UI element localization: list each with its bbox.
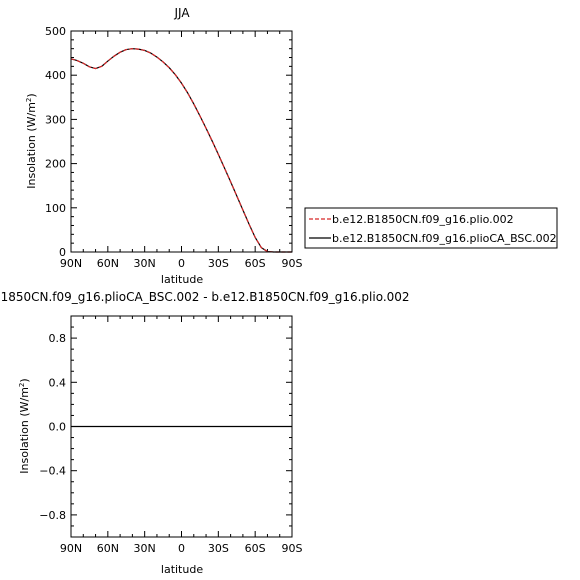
top-chart-frame (70, 30, 293, 253)
top-chart-title: JJA (173, 6, 190, 20)
bottom-ytick-label: 0.4 (49, 376, 67, 389)
top-xtick-label: 60S (245, 257, 266, 270)
bottom-xtick-label: 90S (282, 542, 303, 555)
top-xtick-label: 0 (178, 257, 185, 270)
bottom-chart-ylabel-main: Insolation (W/m (18, 387, 31, 474)
top-chart: JJA 90N 60N 30N 0 30S 60S 90S0100200300400500 … (25, 6, 303, 286)
bottom-chart-ylabel: Insolation (W/m2) (18, 378, 31, 473)
bottom-chart-title: b.e12.B1850CN.f09_g16.plioCA_BSC.002 - b… (0, 290, 410, 304)
bottom-xtick-label: 30S (208, 542, 229, 555)
bottom-ytick-label: −0.8 (39, 509, 66, 522)
top-ytick-label: 100 (45, 202, 66, 215)
top-xtick-label: 30N (134, 257, 156, 270)
top-ytick-label: 300 (45, 113, 66, 126)
top-chart-ticks: 90N 60N 30N 0 30S 60S 90S 0 100 200 300 400 500 (45, 25, 303, 270)
bottom-xtick-label: 30N (134, 542, 156, 555)
top-chart-ylabel-sup: 2 (25, 98, 33, 102)
bottom-ytick-label: 0.8 (49, 332, 67, 345)
bottom-chart: b.e12.B1850CN.f09_g16.plioCA_BSC.002 - b… (0, 290, 410, 576)
legend: b.e12.B1850CN.f09_g16.plio.002 b.e12.B18… (304, 207, 558, 249)
bottom-chart-ylabel-close: ) (18, 378, 31, 382)
top-xtick-label: 60N (97, 257, 119, 270)
legend-label-plio: b.e12.B1850CN.f09_g16.plio.002 (332, 213, 514, 226)
legend-box (304, 207, 558, 249)
top-xtick-label: 90S (282, 257, 303, 270)
bottom-chart-xlabel: latitude (161, 563, 203, 576)
top-chart-ylabel: Insolation (W/m2) (25, 93, 38, 188)
top-ytick-label: 500 (45, 25, 66, 38)
top-chart-ylabel-main: Insolation (W/m (25, 102, 38, 189)
bottom-ytick-label: 0.0 (49, 421, 67, 434)
top-chart-xlabel: latitude (161, 273, 203, 286)
bottom-chart-ylabel-sup: 2 (18, 383, 26, 387)
top-series-line-0 (70, 48, 292, 253)
top-chart-ylabel-close: ) (25, 93, 38, 97)
top-series-line-1 (70, 48, 292, 253)
top-xtick-label: 30S (208, 257, 229, 270)
bottom-xtick-label: 60S (245, 542, 266, 555)
top-ytick-label: 200 (45, 158, 66, 171)
bottom-xtick-label: 60N (97, 542, 119, 555)
bottom-ytick-label: −0.4 (39, 465, 66, 478)
top-chart-lines (70, 48, 292, 253)
bottom-xtick-label: 0 (178, 542, 185, 555)
top-ytick-label: 400 (45, 69, 66, 82)
top-xtick-label: 90N (60, 257, 82, 270)
top-ytick-label: 0 (59, 246, 66, 259)
legend-label-plioca: b.e12.B1850CN.f09_g16.plioCA_BSC.002 (332, 232, 557, 245)
bottom-chart-frame (70, 315, 293, 538)
bottom-xtick-label: 90N (60, 542, 82, 555)
bottom-chart-ticks: 90N 60N 30N 0 30S 60S 90S −0.8 −0.4 0.0 0.4 0.8 (39, 315, 303, 555)
